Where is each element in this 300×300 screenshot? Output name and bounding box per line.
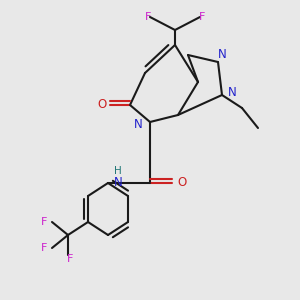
- Text: O: O: [98, 98, 106, 112]
- Text: F: F: [41, 243, 47, 253]
- Text: F: F: [67, 254, 73, 264]
- Text: O: O: [177, 176, 187, 190]
- Text: N: N: [218, 47, 226, 61]
- Text: F: F: [41, 217, 47, 227]
- Text: N: N: [228, 86, 236, 100]
- Text: N: N: [134, 118, 142, 130]
- Text: F: F: [199, 12, 205, 22]
- Text: N: N: [114, 176, 122, 190]
- Text: H: H: [114, 166, 122, 176]
- Text: F: F: [145, 12, 151, 22]
